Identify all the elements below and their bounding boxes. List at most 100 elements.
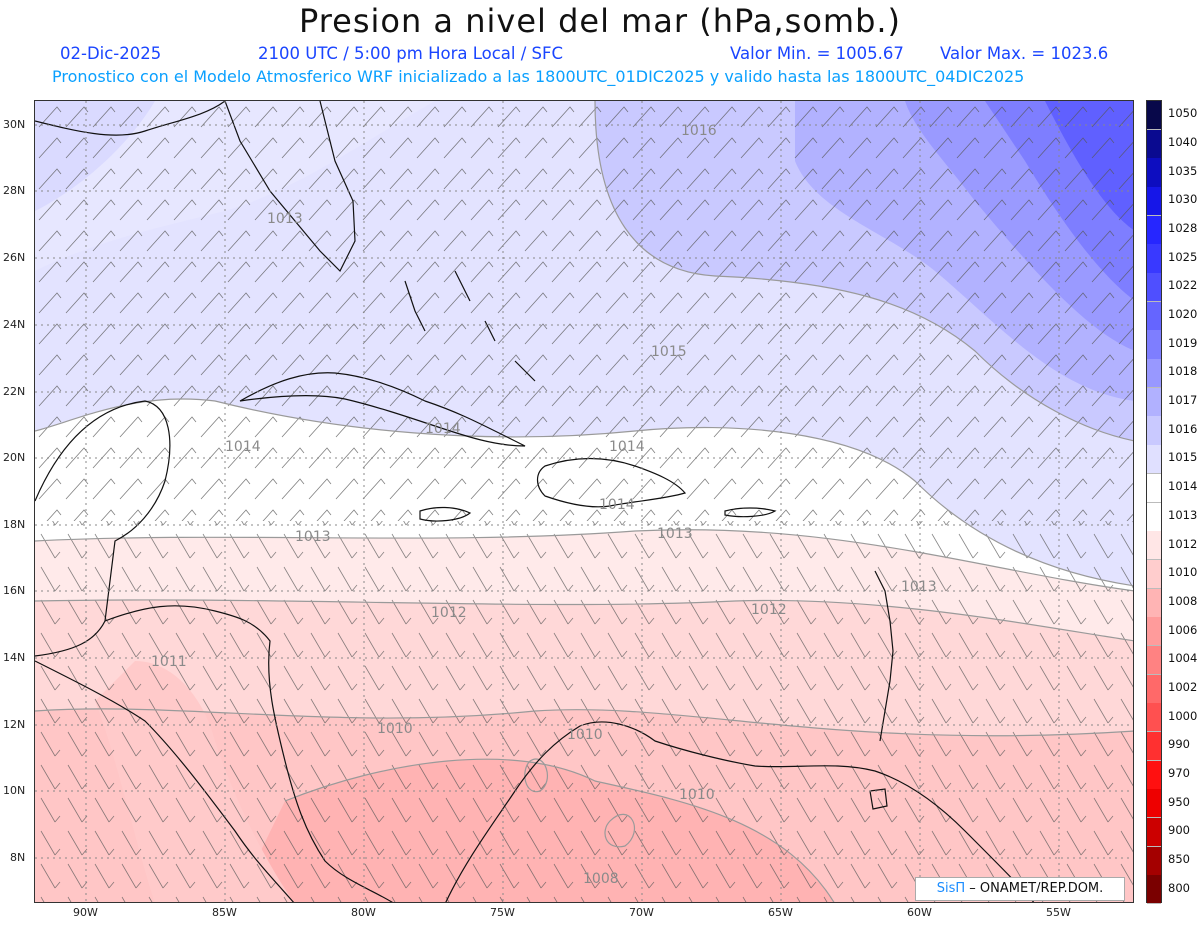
credit-text: – ONAMET/REP.DOM. <box>969 881 1104 896</box>
isobar-1012 <box>35 599 1133 642</box>
colorbar-cell <box>1147 416 1161 446</box>
isobar-label: 1012 <box>431 605 467 621</box>
isobar-1015 <box>35 398 1133 587</box>
colorbar-label: 1008 <box>1168 593 1198 608</box>
colorbar-label: 1015 <box>1168 450 1198 465</box>
wind-barbs-north <box>35 101 1133 521</box>
lat-label: 22N <box>3 385 26 398</box>
colorbar-cell <box>1147 617 1161 647</box>
colorbar-cell <box>1147 789 1161 819</box>
lat-label: 26N <box>3 251 26 264</box>
isobar-label: 1015 <box>651 344 687 360</box>
coast-puerto-rico <box>724 507 777 518</box>
colorbar-label: 1004 <box>1168 651 1198 666</box>
colorbar-label: 1018 <box>1168 364 1198 379</box>
isobar-label: 1016 <box>681 123 717 139</box>
lon-label: 75W <box>490 906 515 919</box>
colorbar-cell <box>1147 330 1161 360</box>
colorbar-cell <box>1147 301 1161 331</box>
colorbar-cell <box>1147 531 1161 561</box>
wind-barbs-south <box>35 521 1133 902</box>
lon-label: 90W <box>73 906 98 919</box>
lat-label: 8N <box>10 851 26 864</box>
colorbar-cell <box>1147 760 1161 790</box>
isobar-label: 1010 <box>377 721 413 737</box>
isobar-label: 1013 <box>267 211 303 227</box>
colorbar-label: 1020 <box>1168 307 1198 322</box>
colorbar-cell <box>1147 244 1161 274</box>
lat-label: 30N <box>3 118 26 131</box>
isobar-label: 1014 <box>425 421 461 437</box>
map-svg: 1016 1013 1015 1014 1014 1014 1014 1013 … <box>35 101 1133 902</box>
isobar-label: 1014 <box>609 439 645 455</box>
colorbar-cell <box>1147 445 1161 475</box>
colorbar-cell <box>1147 674 1161 704</box>
colorbar-label: 1025 <box>1168 249 1198 264</box>
colorbar-label: 1028 <box>1168 221 1198 236</box>
coast-colombia-venezuela <box>445 721 1035 902</box>
colorbar-cell <box>1147 875 1161 905</box>
max-value-label: Valor Max. = 1023.6 <box>940 44 1109 63</box>
colorbar-label: 1040 <box>1168 135 1198 150</box>
colorbar-cell <box>1147 559 1161 590</box>
pressure-map: 1016 1013 1015 1014 1014 1014 1014 1013 … <box>34 100 1134 903</box>
isobar-label: 1014 <box>225 439 261 455</box>
coast-central-america-pacific <box>35 660 295 902</box>
colorbar-cell <box>1147 129 1161 159</box>
lat-label: 28N <box>3 184 26 197</box>
lat-label: 24N <box>3 318 26 331</box>
colorbar-label: 850 <box>1168 851 1190 866</box>
isobar-label: 1014 <box>599 497 635 513</box>
credit-brand: SisΠ <box>936 881 966 896</box>
isobar-1013a <box>35 529 1133 592</box>
isobar-label: 1011 <box>151 654 187 670</box>
colorbar-label: 1006 <box>1168 622 1198 637</box>
colorbar-label: 1030 <box>1168 192 1198 207</box>
isobar-label: 1013 <box>295 529 331 545</box>
colorbar-cell <box>1147 588 1161 618</box>
coast-trinidad <box>869 788 888 810</box>
date-label: 02-Dic-2025 <box>60 44 162 63</box>
colorbar-label: 1000 <box>1168 708 1198 723</box>
time-label: 2100 UTC / 5:00 pm Hora Local / SFC <box>258 44 564 63</box>
credit-box: SisΠ – ONAMET/REP.DOM. <box>915 877 1125 901</box>
lon-label: 70W <box>629 906 654 919</box>
colorbar-cell <box>1147 817 1161 848</box>
colorbar-label: 900 <box>1168 823 1190 838</box>
coast-cuba <box>239 372 526 447</box>
colorbar-cell <box>1147 215 1161 245</box>
colorbar-label: 1013 <box>1168 507 1198 522</box>
lon-label: 85W <box>212 906 237 919</box>
lat-label: 12N <box>3 718 26 731</box>
isobar-1008 <box>284 758 835 902</box>
lat-label: 10N <box>3 784 26 797</box>
colorbar-label: 1022 <box>1168 278 1198 293</box>
lon-label: 80W <box>351 906 376 919</box>
coast-gulf-north <box>35 101 226 136</box>
colorbar-cell <box>1147 645 1161 676</box>
lat-label: 18N <box>3 518 26 531</box>
colorbar-cell <box>1147 359 1161 389</box>
colorbar-label: 1002 <box>1168 679 1198 694</box>
lon-label: 65W <box>768 906 793 919</box>
colorbar-label: 1050 <box>1168 106 1198 121</box>
lat-label: 14N <box>3 651 26 664</box>
colorbar-cell <box>1147 101 1161 131</box>
colorbar-label: 1016 <box>1168 421 1198 436</box>
lon-label: 60W <box>907 906 932 919</box>
coast-central-america <box>104 605 393 902</box>
coast-jamaica <box>419 506 472 522</box>
pressure-colorbar <box>1146 100 1162 905</box>
colorbar-cell <box>1147 473 1161 503</box>
colorbar-cell <box>1147 731 1161 762</box>
model-info-label: Pronostico con el Modelo Atmosferico WRF… <box>52 67 1025 86</box>
map-title: Presion a nivel del mar (hPa,somb.) <box>298 2 902 40</box>
isobar-low-venezuela <box>604 813 635 848</box>
colorbar-label: 1014 <box>1168 479 1198 494</box>
isobar-label: 1008 <box>583 871 619 887</box>
lat-label: 16N <box>3 584 26 597</box>
coast-lesser-antilles <box>874 570 894 742</box>
colorbar-cell <box>1147 846 1161 876</box>
lon-label: 55W <box>1046 906 1071 919</box>
coast-hispaniola <box>536 457 687 508</box>
